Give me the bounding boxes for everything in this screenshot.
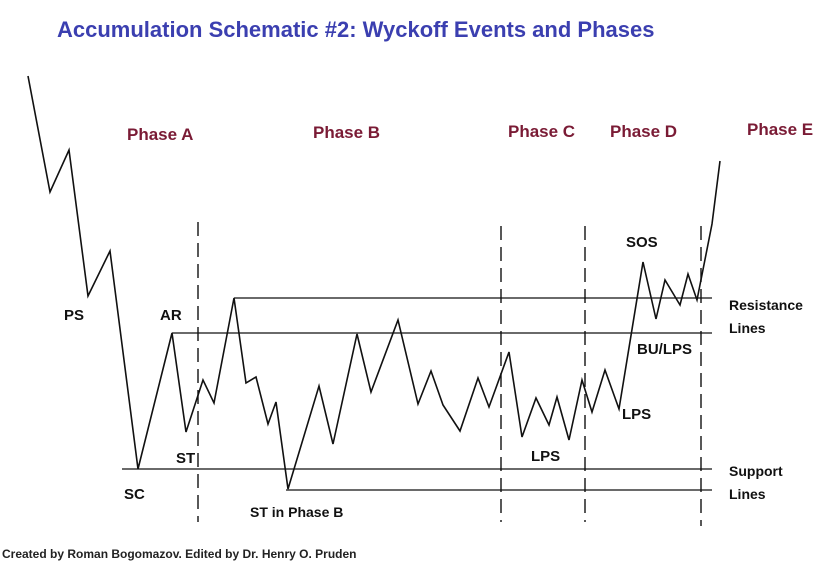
event-ps-label: PS bbox=[64, 307, 84, 324]
diagram-title: Accumulation Schematic #2: Wyckoff Event… bbox=[57, 17, 654, 42]
event-lps-phase-d-label: LPS bbox=[622, 406, 651, 423]
event-ar-label: AR bbox=[160, 307, 182, 324]
event-st-phase-b-label: ST in Phase B bbox=[250, 504, 343, 520]
support-label-line1: Support bbox=[729, 463, 783, 479]
phase-e-label: Phase E bbox=[747, 120, 813, 139]
resistance-label-line2: Lines bbox=[729, 320, 766, 336]
support-label-line2: Lines bbox=[729, 486, 766, 502]
phase-c-label: Phase C bbox=[508, 122, 575, 141]
price-path bbox=[27, 75, 721, 490]
event-bu-lps-label: BU/LPS bbox=[637, 341, 692, 358]
credit-text: Created by Roman Bogomazov. Edited by Dr… bbox=[2, 547, 357, 561]
event-sc-label: SC bbox=[124, 486, 145, 503]
phase-a-label: Phase A bbox=[127, 125, 193, 144]
phase-d-label: Phase D bbox=[610, 122, 677, 141]
phase-b-label: Phase B bbox=[313, 123, 380, 142]
event-st-label: ST bbox=[176, 450, 195, 467]
event-lps-phase-c-label: LPS bbox=[531, 448, 560, 465]
resistance-label-line1: Resistance bbox=[729, 297, 803, 313]
event-sos-label: SOS bbox=[626, 234, 658, 251]
